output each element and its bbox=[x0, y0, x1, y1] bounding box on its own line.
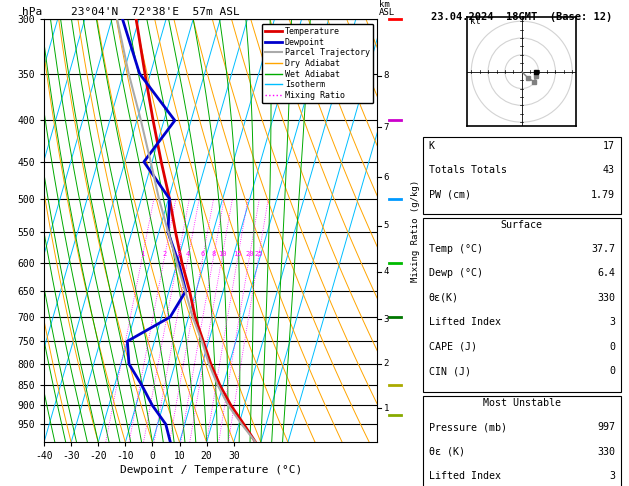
Text: K: K bbox=[428, 141, 435, 151]
Text: 17: 17 bbox=[603, 141, 615, 151]
Text: PW (cm): PW (cm) bbox=[428, 190, 470, 200]
Text: 43: 43 bbox=[603, 165, 615, 175]
Text: 23°04'N  72°38'E  57m ASL: 23°04'N 72°38'E 57m ASL bbox=[70, 7, 240, 17]
Text: 997: 997 bbox=[597, 422, 615, 433]
Text: 10: 10 bbox=[218, 251, 226, 257]
Text: CAPE (J): CAPE (J) bbox=[428, 342, 477, 352]
Text: 37.7: 37.7 bbox=[591, 244, 615, 254]
Text: 2: 2 bbox=[384, 359, 389, 368]
Text: 6: 6 bbox=[384, 173, 389, 182]
Text: 23.04.2024  18GMT  (Base: 12): 23.04.2024 18GMT (Base: 12) bbox=[431, 12, 612, 22]
Text: 8: 8 bbox=[211, 251, 216, 257]
Text: 20: 20 bbox=[245, 251, 253, 257]
Text: 3: 3 bbox=[176, 251, 181, 257]
Legend: Temperature, Dewpoint, Parcel Trajectory, Dry Adiabat, Wet Adiabat, Isotherm, Mi: Temperature, Dewpoint, Parcel Trajectory… bbox=[262, 24, 373, 103]
Text: 0: 0 bbox=[609, 342, 615, 352]
Text: 4: 4 bbox=[384, 267, 389, 276]
Text: 0: 0 bbox=[609, 366, 615, 376]
Text: 330: 330 bbox=[597, 293, 615, 303]
Text: Temp (°C): Temp (°C) bbox=[428, 244, 482, 254]
Text: 6.4: 6.4 bbox=[597, 268, 615, 278]
Text: 25: 25 bbox=[254, 251, 263, 257]
Text: Most Unstable: Most Unstable bbox=[482, 398, 561, 408]
Text: Lifted Index: Lifted Index bbox=[428, 471, 501, 481]
Text: 1: 1 bbox=[140, 251, 145, 257]
Text: θε (K): θε (K) bbox=[428, 447, 465, 457]
Text: 1: 1 bbox=[384, 404, 389, 413]
X-axis label: Dewpoint / Temperature (°C): Dewpoint / Temperature (°C) bbox=[120, 466, 302, 475]
Text: 5: 5 bbox=[384, 221, 389, 230]
Text: 15: 15 bbox=[233, 251, 242, 257]
Text: kt: kt bbox=[470, 17, 481, 26]
Bar bbox=[423, 396, 621, 486]
Text: θε(K): θε(K) bbox=[428, 293, 459, 303]
Text: km
ASL: km ASL bbox=[379, 0, 395, 17]
Bar bbox=[423, 218, 621, 393]
Text: 7: 7 bbox=[384, 123, 389, 132]
Text: hPa: hPa bbox=[23, 7, 43, 17]
Text: 8: 8 bbox=[384, 71, 389, 80]
Text: Lifted Index: Lifted Index bbox=[428, 317, 501, 328]
Text: Surface: Surface bbox=[501, 220, 543, 229]
Text: Mixing Ratio (g/kg): Mixing Ratio (g/kg) bbox=[411, 180, 420, 282]
Text: 2: 2 bbox=[162, 251, 167, 257]
Text: 4: 4 bbox=[186, 251, 191, 257]
Text: 3: 3 bbox=[609, 471, 615, 481]
Text: CIN (J): CIN (J) bbox=[428, 366, 470, 376]
Bar bbox=[423, 137, 621, 214]
Text: 330: 330 bbox=[597, 447, 615, 457]
Text: 1.79: 1.79 bbox=[591, 190, 615, 200]
Text: Totals Totals: Totals Totals bbox=[428, 165, 506, 175]
Text: Pressure (mb): Pressure (mb) bbox=[428, 422, 506, 433]
Text: 6: 6 bbox=[201, 251, 205, 257]
Text: 3: 3 bbox=[609, 317, 615, 328]
Text: Dewp (°C): Dewp (°C) bbox=[428, 268, 482, 278]
Text: 3: 3 bbox=[384, 315, 389, 324]
